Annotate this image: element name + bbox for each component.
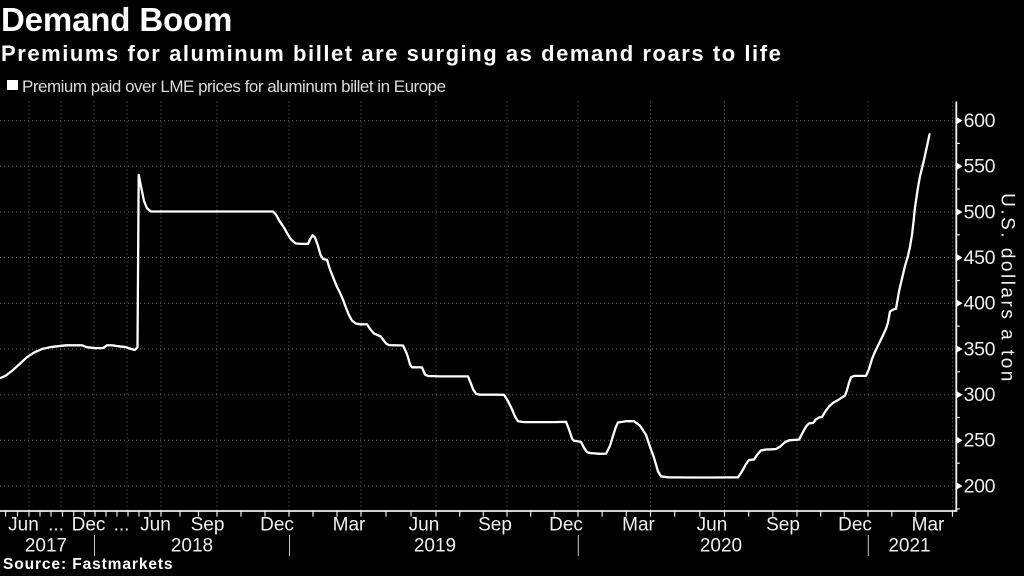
svg-text:500: 500	[964, 201, 996, 223]
svg-text:250: 250	[964, 430, 996, 452]
svg-text:Dec: Dec	[260, 515, 294, 536]
svg-text:Jun: Jun	[8, 515, 39, 536]
svg-text:Dec: Dec	[549, 515, 583, 536]
svg-text:Mar: Mar	[622, 515, 655, 536]
svg-text:200: 200	[964, 475, 996, 497]
svg-text:400: 400	[964, 293, 996, 315]
svg-text:2021: 2021	[888, 536, 930, 557]
svg-text:550: 550	[964, 156, 996, 178]
svg-text:Jun: Jun	[697, 515, 728, 536]
svg-text:Sep: Sep	[766, 515, 800, 536]
svg-text:2018: 2018	[171, 536, 213, 557]
svg-text:2019: 2019	[414, 536, 456, 557]
svg-text:300: 300	[964, 384, 996, 406]
svg-text:Jun: Jun	[409, 515, 440, 536]
svg-text:Sep: Sep	[478, 515, 512, 536]
svg-text:2020: 2020	[700, 536, 742, 557]
svg-text:600: 600	[964, 110, 996, 132]
svg-text:Dec: Dec	[838, 515, 872, 536]
svg-text:Dec: Dec	[72, 515, 106, 536]
svg-text:450: 450	[964, 247, 996, 269]
svg-text:U.S. dollars a ton: U.S. dollars a ton	[996, 193, 1017, 384]
svg-text:350: 350	[964, 338, 996, 360]
svg-text:Sep: Sep	[191, 515, 225, 536]
svg-text:Mar: Mar	[912, 515, 945, 536]
svg-text:2017: 2017	[25, 536, 67, 557]
svg-text:...: ...	[48, 515, 64, 536]
svg-text:...: ...	[114, 515, 130, 536]
svg-text:Jun: Jun	[140, 515, 171, 536]
svg-text:Mar: Mar	[333, 515, 366, 536]
